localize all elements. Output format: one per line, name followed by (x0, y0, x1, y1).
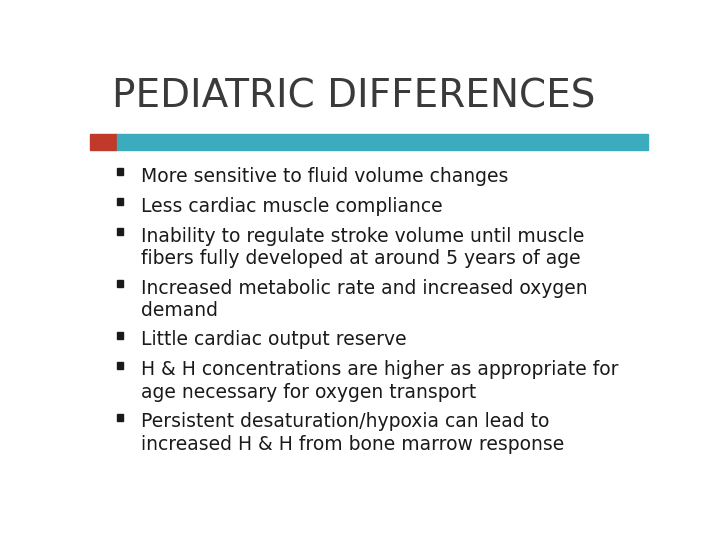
Bar (117, 332, 124, 339)
Text: PEDIATRIC DIFFERENCES: PEDIATRIC DIFFERENCES (112, 77, 595, 115)
Text: H & H concentrations are higher as appropriate for
age necessary for oxygen tran: H & H concentrations are higher as appro… (141, 360, 618, 402)
Bar (117, 168, 124, 176)
Text: Inability to regulate stroke volume until muscle
fibers fully developed at aroun: Inability to regulate stroke volume unti… (141, 227, 585, 268)
Bar (117, 198, 124, 205)
Bar (117, 414, 124, 421)
Bar (117, 228, 124, 235)
Bar (117, 134, 648, 150)
Bar (90, 134, 117, 150)
Text: Little cardiac output reserve: Little cardiac output reserve (141, 330, 407, 349)
Bar (117, 280, 124, 287)
Text: More sensitive to fluid volume changes: More sensitive to fluid volume changes (141, 167, 509, 186)
Bar (117, 362, 124, 369)
Text: Persistent desaturation/hypoxia can lead to
increased H & H from bone marrow res: Persistent desaturation/hypoxia can lead… (141, 413, 564, 454)
Text: Increased metabolic rate and increased oxygen
demand: Increased metabolic rate and increased o… (141, 279, 588, 320)
Text: Less cardiac muscle compliance: Less cardiac muscle compliance (141, 197, 443, 215)
